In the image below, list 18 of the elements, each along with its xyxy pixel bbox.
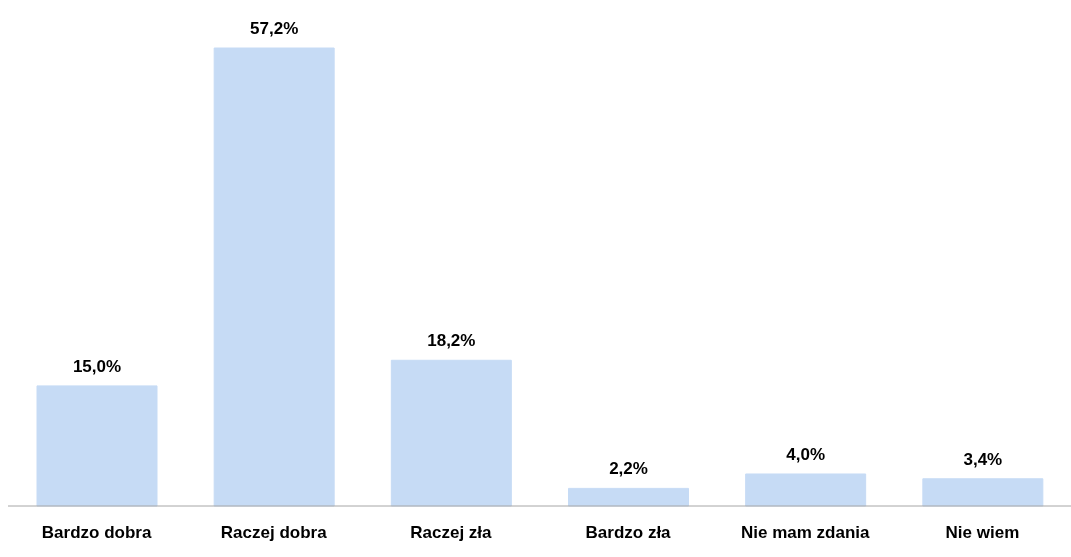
- bar: [390, 359, 512, 507]
- x-tick-label: Raczej dobra: [220, 523, 328, 543]
- bar: [36, 385, 158, 507]
- x-tick-label: Nie wiem: [945, 523, 1020, 543]
- bar: [745, 473, 867, 507]
- bar: [922, 478, 1044, 507]
- bar: [213, 47, 335, 507]
- bar: [568, 487, 689, 507]
- data-label: 18,2%: [427, 331, 476, 351]
- x-tick-label: Nie mam zdania: [741, 523, 871, 543]
- x-tick-label: Raczej zła: [410, 523, 493, 543]
- data-label: 4,0%: [786, 444, 826, 464]
- x-tick-label: Bardzo zła: [585, 523, 672, 543]
- data-label: 3,4%: [963, 449, 1003, 469]
- data-label: 2,2%: [609, 459, 648, 479]
- data-label: 15,0%: [72, 356, 122, 376]
- x-tick-label: Bardzo dobra: [41, 523, 152, 543]
- data-label: 57,2%: [250, 19, 299, 38]
